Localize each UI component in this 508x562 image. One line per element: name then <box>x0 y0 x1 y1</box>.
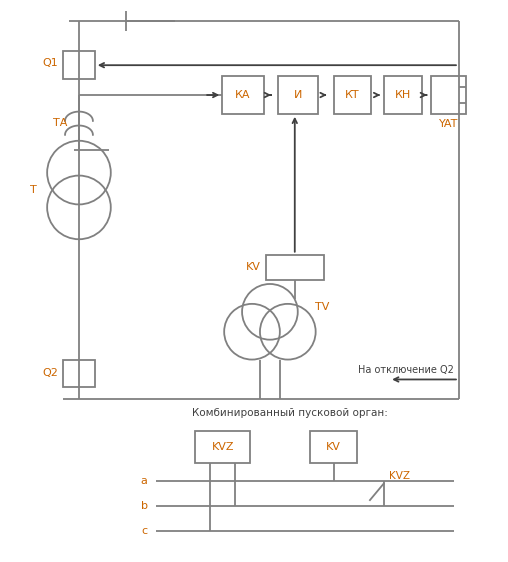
Bar <box>222 76 264 114</box>
Text: КА: КА <box>235 90 251 100</box>
Bar <box>384 76 422 114</box>
Text: KVZ: KVZ <box>211 442 234 452</box>
Text: Q1: Q1 <box>42 58 58 68</box>
Bar <box>278 76 318 114</box>
Text: КТ: КТ <box>345 90 360 100</box>
Text: KV: KV <box>326 442 341 452</box>
Bar <box>63 360 95 387</box>
Text: c: c <box>141 525 148 536</box>
Bar <box>195 431 250 463</box>
Bar <box>431 76 466 114</box>
Bar <box>334 76 371 114</box>
Text: TV: TV <box>314 302 329 312</box>
Text: КН: КН <box>395 90 411 100</box>
Text: KVZ: KVZ <box>389 471 410 481</box>
Bar <box>63 51 95 79</box>
Text: YAT: YAT <box>439 119 458 129</box>
Text: b: b <box>141 501 148 511</box>
Text: И: И <box>294 90 302 100</box>
Text: Комбинированный пусковой орган:: Комбинированный пусковой орган: <box>192 408 388 418</box>
Text: На отключение Q2: На отключение Q2 <box>358 365 454 374</box>
Bar <box>310 431 358 463</box>
Text: Q2: Q2 <box>42 369 58 378</box>
Text: KV: KV <box>246 262 261 272</box>
Bar <box>266 255 324 279</box>
Text: ТА: ТА <box>53 118 67 128</box>
Text: a: a <box>141 476 148 486</box>
Text: Т: Т <box>30 185 37 195</box>
